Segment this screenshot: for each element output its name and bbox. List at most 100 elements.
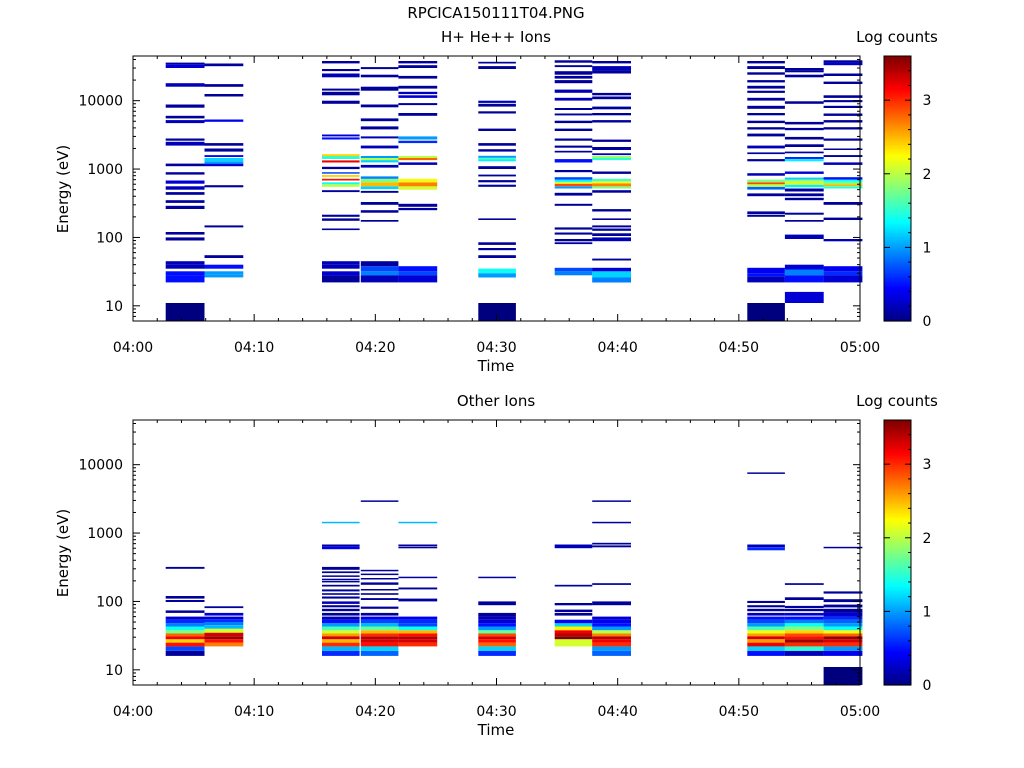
colorbar-segment: [884, 199, 911, 203]
heatmap-cell: [747, 186, 785, 190]
heatmap-cell: [398, 619, 438, 624]
colorbar-segment: [884, 477, 911, 481]
heatmap-cell: [398, 182, 438, 187]
heatmap-cell: [478, 155, 516, 158]
colorbar-segment: [884, 537, 911, 540]
heatmap-cell: [165, 172, 205, 175]
heatmap-cell: [823, 62, 863, 66]
colorbar-segment: [884, 124, 911, 128]
heatmap-cell: [823, 266, 863, 272]
colorbar-segment: [884, 111, 911, 115]
heatmap-cell: [322, 636, 360, 640]
heatmap-cell: [747, 127, 785, 130]
x-tick-label: 04:10: [234, 704, 274, 720]
heatmap-cell: [360, 74, 399, 78]
colorbar-segment: [884, 272, 911, 276]
heatmap-cell: [360, 86, 399, 91]
heatmap-cell: [747, 113, 785, 116]
colorbar-segment: [884, 241, 911, 245]
heatmap-cell: [322, 544, 360, 547]
heatmap-cell: [322, 160, 360, 163]
heatmap-cell: [398, 75, 438, 79]
colorbar-segment: [884, 437, 911, 441]
colorbar-segment: [884, 570, 911, 573]
heatmap-cell: [322, 589, 360, 592]
colorbar-segment: [884, 495, 911, 498]
heatmap-cell: [398, 633, 438, 637]
colorbar-segment: [884, 223, 911, 227]
heatmap-cell: [322, 134, 360, 137]
colorbar-segment: [884, 680, 911, 684]
heatmap-cell: [784, 171, 824, 174]
colorbar-segment: [884, 503, 911, 507]
heatmap-cell: [322, 596, 360, 599]
heatmap-cell: [592, 633, 631, 637]
colorbar-segment: [884, 93, 911, 97]
colorbar-tick-label: 1: [923, 240, 932, 256]
heatmap-cell: [823, 546, 863, 549]
colorbar-segment: [884, 279, 911, 282]
y-tick-label: 10: [105, 663, 123, 679]
heatmap-cell: [823, 667, 863, 685]
colorbar-segment: [884, 552, 911, 556]
heatmap-cell: [554, 150, 593, 153]
heatmap-cell: [592, 171, 631, 174]
colorbar-segment: [884, 450, 911, 454]
heatmap-cell: [478, 273, 516, 278]
heatmap-cell: [823, 619, 863, 624]
heatmap-cell: [823, 271, 863, 276]
colorbar-segment: [884, 208, 911, 212]
colorbar-segment: [884, 283, 911, 287]
heatmap-cell: [823, 623, 863, 627]
colorbar-segment: [884, 91, 911, 95]
colorbar-segment: [884, 530, 911, 534]
heatmap-cell: [554, 65, 593, 68]
heatmap-cell: [747, 646, 785, 651]
x-tick-label: 04:00: [113, 340, 153, 356]
heatmap-cell: [360, 616, 399, 620]
heatmap-cell: [360, 639, 399, 643]
heatmap-cell: [360, 158, 399, 161]
heatmap-cell: [747, 152, 785, 155]
colorbar-segment: [884, 590, 911, 593]
heatmap-cell: [398, 616, 438, 620]
heatmap-cell: [592, 139, 631, 142]
heatmap-cell: [747, 616, 785, 620]
colorbar-segment: [884, 634, 911, 638]
colorbar-segment: [884, 643, 911, 646]
heatmap-cell: [747, 214, 785, 217]
figure-title: RPCICA150111T04.PNG: [407, 4, 584, 22]
heatmap-cell: [592, 630, 631, 634]
heatmap-cell: [554, 108, 593, 110]
heatmap-cell: [784, 144, 824, 147]
y-axis-label: Energy (eV): [54, 145, 72, 233]
x-axis-label: Time: [477, 721, 515, 739]
heatmap-cell: [823, 155, 863, 157]
colorbar-segment: [884, 203, 911, 207]
colorbar-segment: [884, 532, 911, 536]
heatmap-cell: [322, 88, 360, 91]
heatmap-cell: [322, 69, 360, 72]
heatmap-cell: [747, 608, 785, 612]
heatmap-cell: [204, 616, 244, 620]
colorbar-segment: [884, 620, 911, 624]
heatmap-cell: [784, 626, 824, 631]
colorbar-segment: [884, 164, 911, 168]
colorbar-segment: [884, 248, 911, 251]
heatmap-cell: [554, 159, 593, 163]
heatmap-cell: [322, 612, 360, 616]
heatmap-cell: [322, 214, 360, 217]
heatmap-cell: [784, 220, 824, 222]
colorbar-segment: [884, 159, 911, 163]
colorbar-segment: [884, 252, 911, 256]
heatmap-cell: [204, 63, 244, 67]
colorbar-segment: [884, 510, 911, 514]
heatmap-cell: [322, 178, 360, 181]
colorbar-segment: [884, 490, 911, 494]
heatmap-cell: [398, 61, 438, 64]
heatmap-cell: [592, 545, 631, 548]
colorbar-segment: [884, 448, 911, 452]
heatmap-cell: [823, 650, 863, 656]
heatmap-cell: [554, 267, 593, 272]
heatmap-cell: [204, 185, 244, 188]
